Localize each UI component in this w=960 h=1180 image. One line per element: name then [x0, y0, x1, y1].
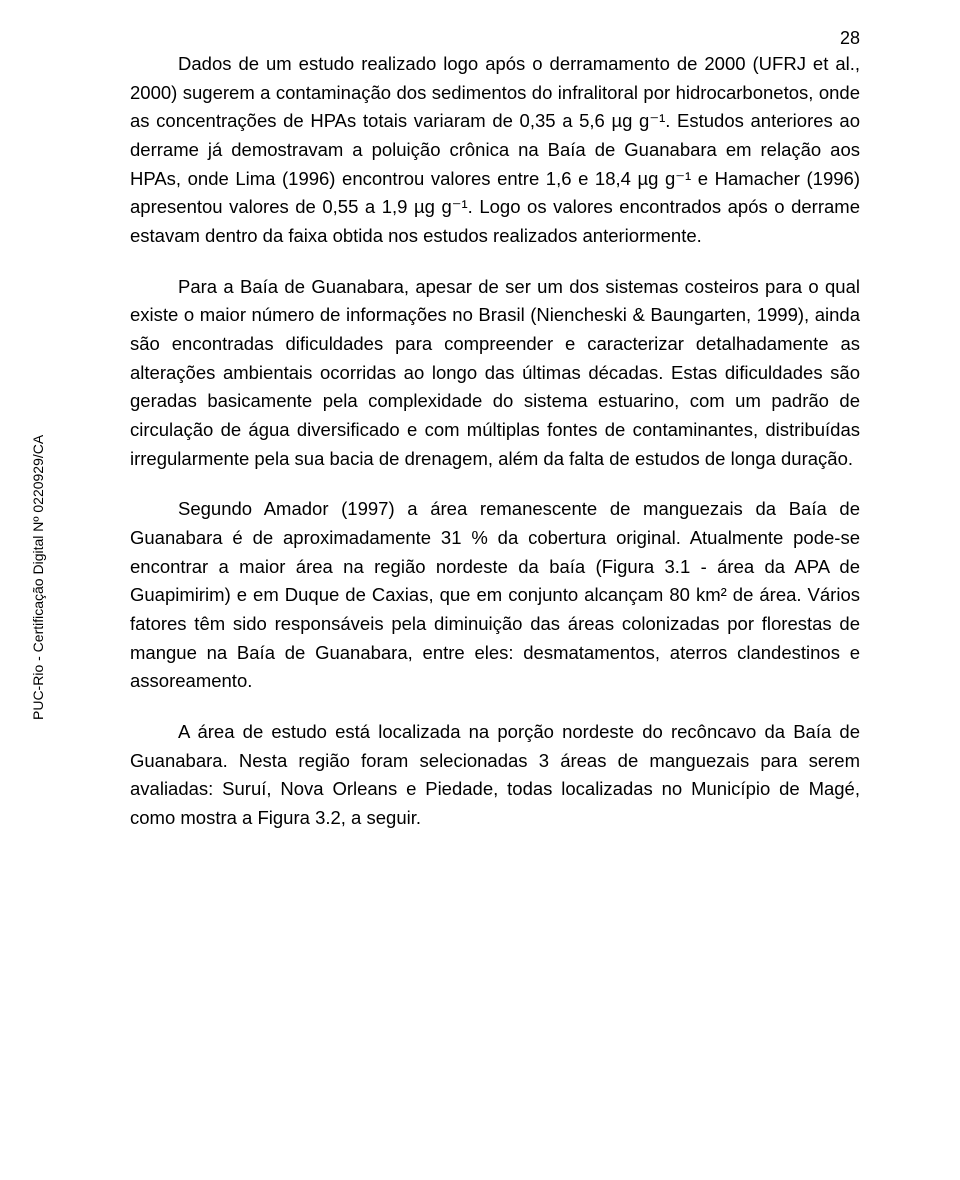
paragraph-1: Dados de um estudo realizado logo após o… — [130, 50, 860, 251]
paragraph-3: Segundo Amador (1997) a área remanescent… — [130, 495, 860, 696]
paragraph-4: A área de estudo está localizada na porç… — [130, 718, 860, 833]
page-number: 28 — [840, 28, 860, 49]
paragraph-2: Para a Baía de Guanabara, apesar de ser … — [130, 273, 860, 474]
certification-sidebar: PUC-Rio - Certificação Digital Nº 022092… — [30, 435, 46, 720]
page-content: Dados de um estudo realizado logo após o… — [0, 0, 960, 905]
